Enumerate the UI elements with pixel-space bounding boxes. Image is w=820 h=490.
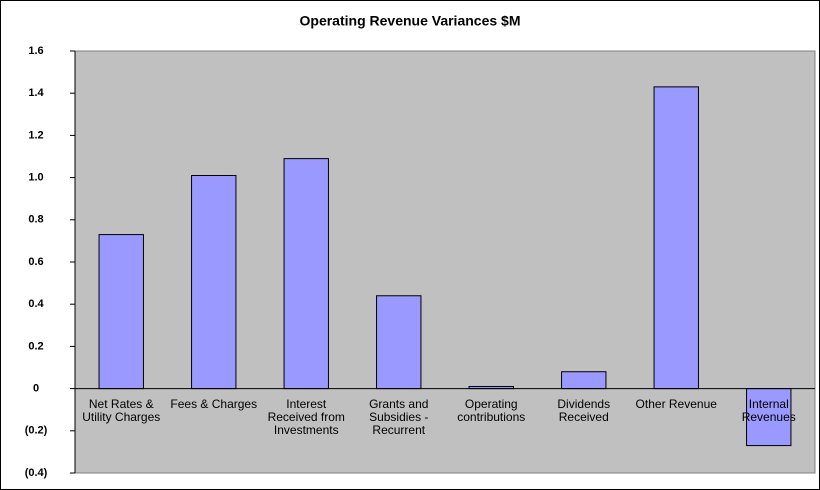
bar — [376, 295, 422, 390]
bar — [653, 86, 699, 390]
y-tick-label: 1.2 — [28, 129, 43, 141]
y-tick-label: 1.0 — [28, 172, 43, 184]
y-tick-label: 0.2 — [28, 340, 43, 352]
y-tick-label: 1.6 — [28, 45, 43, 57]
bar — [746, 388, 792, 447]
x-tick-label: Grants and Subsidies - Recurrent — [369, 396, 429, 437]
y-tick-label: 0.8 — [28, 214, 43, 226]
y-tick-label: 0.4 — [28, 298, 44, 310]
y-tick-label: 1.4 — [28, 87, 44, 99]
x-tick-label: Operating contributions — [457, 396, 526, 424]
bar — [283, 158, 329, 390]
x-tick-label: Net Rates & Utility Charges — [82, 396, 161, 424]
bar — [98, 234, 144, 390]
chart-title: Operating Revenue Variances $M — [300, 13, 521, 29]
y-tick-label: (0.2) — [25, 425, 48, 437]
bar — [191, 174, 237, 390]
x-tick-label: Fees & Charges — [170, 396, 258, 411]
y-tick-label: 0 — [33, 383, 39, 395]
x-tick-label: Internal Revenues — [741, 396, 796, 424]
y-tick-label: 0.6 — [28, 256, 43, 268]
x-tick-label: Other Revenue — [635, 396, 717, 411]
x-tick-label: Interest Received from Investments — [267, 396, 345, 437]
x-tick-label: Dividends Received — [557, 396, 611, 424]
bar — [561, 371, 607, 390]
y-tick-label: (0.4) — [25, 467, 48, 479]
